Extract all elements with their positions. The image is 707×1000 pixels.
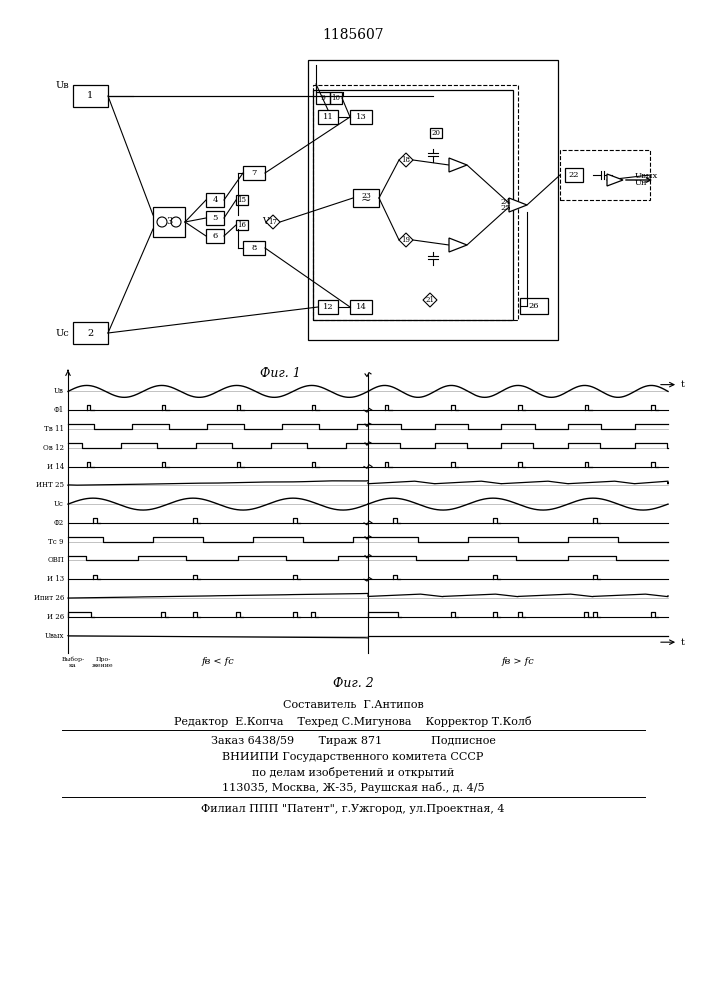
Text: 5: 5 [212,214,218,222]
Text: 22: 22 [568,171,579,179]
Text: fв > fс: fв > fс [502,657,534,666]
Polygon shape [266,215,280,229]
Polygon shape [423,293,437,307]
Text: 9: 9 [320,94,325,102]
Text: Выбор-
ка: Выбор- ка [62,657,85,668]
Bar [243,166,265,180]
Bar [243,241,265,255]
Text: 21: 21 [426,296,435,304]
Text: И 13: И 13 [47,575,64,583]
Bar [313,90,513,320]
Text: И 14: И 14 [47,463,64,471]
Bar [318,300,338,314]
Text: 113035, Москва, Ж-35, Раушская наб., д. 4/5: 113035, Москва, Ж-35, Раушская наб., д. … [222,782,484,793]
Bar [236,220,248,230]
Bar [206,193,224,207]
Text: 26: 26 [529,302,539,310]
Circle shape [157,217,167,227]
Text: Uс: Uс [54,500,64,508]
Polygon shape [449,238,467,252]
Bar [330,92,342,104]
Text: Редактор  Е.Копча    Техред С.Мигунова    Корректор Т.Колб: Редактор Е.Копча Техред С.Мигунова Корре… [174,716,532,727]
Bar [316,92,330,104]
Text: 17: 17 [269,218,278,226]
Polygon shape [607,174,623,186]
Text: 11: 11 [322,113,334,121]
Text: Ф2: Ф2 [54,519,64,527]
Bar [73,322,108,344]
Text: Uн: Uн [635,179,648,187]
Polygon shape [509,198,527,212]
Text: Ф1: Ф1 [54,406,64,414]
Bar [313,85,518,320]
Polygon shape [449,158,467,172]
Text: Uв: Uв [55,81,69,90]
Text: 8: 8 [251,244,257,252]
Text: ~: ~ [361,194,371,208]
Text: Про-
жение: Про- жение [92,657,114,668]
Text: 20: 20 [431,129,440,137]
Text: 12: 12 [322,303,333,311]
Text: Vр: Vр [262,218,274,227]
Bar [353,189,379,207]
Text: t: t [681,380,685,389]
Text: 2: 2 [87,328,93,338]
Bar [350,300,372,314]
Bar [430,128,442,138]
Text: 13: 13 [356,113,366,121]
Text: Uвых: Uвых [635,172,658,180]
Bar [308,60,558,340]
Bar [350,110,372,124]
Text: Uв: Uв [54,387,64,395]
Text: 16: 16 [238,221,247,229]
Text: Ипит 26: Ипит 26 [34,594,64,602]
Text: 3: 3 [166,218,172,227]
Text: 1185607: 1185607 [322,28,384,42]
Bar [206,229,224,243]
Bar [73,85,108,107]
Text: 10: 10 [332,94,341,102]
Text: 24: 24 [500,198,510,206]
Polygon shape [399,233,413,247]
Text: 6: 6 [212,232,218,240]
Text: по делам изобретений и открытий: по делам изобретений и открытий [252,767,454,778]
Circle shape [171,217,181,227]
Text: Филиал ППП "Патент", г.Ужгород, ул.Проектная, 4: Филиал ППП "Патент", г.Ужгород, ул.Проек… [201,804,505,814]
Bar [318,110,338,124]
Text: ВНИИПИ Государственного комитета СССР: ВНИИПИ Государственного комитета СССР [222,752,484,762]
Text: Тс 9: Тс 9 [49,538,64,546]
Text: 25: 25 [500,204,510,212]
Text: Фиг. 2: Фиг. 2 [332,677,373,690]
Polygon shape [399,153,413,167]
Text: 1: 1 [87,92,93,101]
Text: 18: 18 [402,156,411,164]
Text: ОВП: ОВП [47,556,64,564]
Text: fв < fс: fв < fс [201,657,235,666]
Text: 15: 15 [238,196,247,204]
Bar [236,195,248,205]
Text: 23: 23 [361,192,371,200]
Bar [560,150,650,200]
Text: 7: 7 [251,169,257,177]
Text: Тв 11: Тв 11 [44,425,64,433]
Text: Uc: Uc [55,328,69,338]
Bar [565,168,583,182]
Bar [153,207,185,237]
Text: 4: 4 [212,196,218,204]
Text: Ов 12: Ов 12 [43,444,64,452]
Text: Uвых: Uвых [45,632,64,640]
Text: ИНТ 25: ИНТ 25 [36,481,64,489]
Text: Заказ 6438/59       Тираж 871              Подписное: Заказ 6438/59 Тираж 871 Подписное [211,736,496,746]
Bar [206,211,224,225]
Text: 14: 14 [356,303,366,311]
Bar [520,298,548,314]
Text: Составитель  Г.Антипов: Составитель Г.Антипов [283,700,423,710]
Text: 19: 19 [402,236,411,244]
Text: t: t [681,638,685,647]
Text: Фиг. 1: Фиг. 1 [259,367,300,380]
Text: И 26: И 26 [47,613,64,621]
